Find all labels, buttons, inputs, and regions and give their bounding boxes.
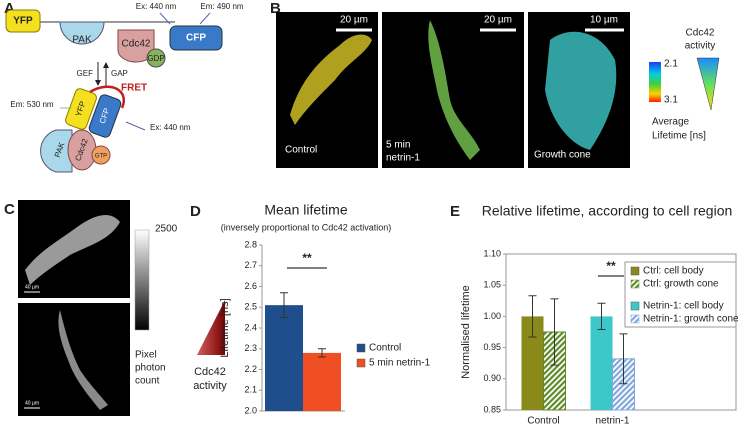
legend-swatch — [630, 279, 640, 289]
y-tick-label: 0.90 — [483, 373, 501, 383]
y-tick-label: 2.7 — [244, 260, 257, 270]
panel-letter: C — [4, 201, 15, 218]
y-tick-label: 0.85 — [483, 404, 501, 414]
chart-title: Relative lifetime, according to cell reg… — [482, 203, 733, 219]
y-tick-label: 0.95 — [483, 342, 501, 352]
y-tick-label: 1.00 — [483, 311, 501, 321]
y-tick-label: 2.2 — [244, 364, 257, 374]
legend-label: 5 min netrin-1 — [369, 358, 431, 369]
panel-letter: D — [190, 203, 201, 220]
label: Em: 530 nm — [10, 100, 53, 109]
legend-label: Netrin-1: growth cone — [643, 314, 738, 325]
scale-bar-label: 20 µm — [484, 15, 512, 26]
image-label: netrin-1 — [386, 153, 420, 164]
y-tick-label: 2.0 — [244, 405, 257, 415]
panel-letter: E — [450, 203, 460, 220]
colorbar-title: Pixel — [135, 350, 157, 361]
y-tick-label: 1.05 — [483, 280, 501, 290]
photon-images: 40 µm 40 µm 2500 Pixel photon count — [18, 200, 178, 416]
error-bar — [280, 292, 288, 319]
bar — [521, 316, 544, 410]
lifetime-images: 20 µm 20 µm 10 µm Control 5 min netrin-1… — [276, 12, 720, 168]
side-label: activity — [193, 380, 227, 392]
label: GAP — [111, 69, 128, 78]
legend-label: Control — [369, 343, 401, 354]
error-bar — [318, 348, 326, 358]
label: YFP — [13, 16, 33, 27]
activity-label: activity — [685, 41, 716, 52]
label: PAK — [72, 35, 92, 46]
bar — [265, 305, 303, 411]
y-tick-label: 2.5 — [244, 302, 257, 312]
label: FRET — [121, 83, 147, 94]
image-label: Control — [285, 145, 317, 156]
legend-swatch — [630, 266, 640, 276]
significance-label: ** — [606, 259, 616, 273]
y-axis-label: Normalised lifetime — [460, 285, 472, 379]
y-tick-label: 2.4 — [244, 322, 257, 332]
y-tick-label: 2.1 — [244, 385, 257, 395]
label: Cdc42 — [122, 39, 151, 50]
legend-label: Netrin-1: cell body — [643, 301, 724, 312]
label: GDP — [147, 54, 164, 63]
error-bar — [597, 302, 606, 331]
legend-box — [624, 261, 737, 328]
legend-label: Ctrl: cell body — [643, 266, 704, 277]
colorbar-label: 2.1 — [664, 59, 678, 70]
scale-bar-label: 40 µm — [25, 400, 39, 406]
colorbar-label: 3.1 — [664, 95, 678, 106]
bar — [303, 352, 341, 411]
error-bar — [528, 295, 537, 338]
colorbar-title: count — [135, 376, 160, 387]
legend-swatch — [356, 358, 366, 368]
significance-label: ** — [302, 251, 312, 265]
label: GTP — [95, 154, 107, 160]
colorbar-label: 2500 — [155, 224, 178, 235]
panel-letter: A — [4, 0, 15, 17]
bar — [590, 316, 613, 410]
x-tick-label: Control — [527, 416, 559, 427]
colorbar-title: Average — [652, 117, 690, 128]
x-tick-label: netrin-1 — [596, 416, 630, 427]
legend-swatch — [630, 301, 640, 311]
legend-swatch — [630, 314, 640, 324]
image-label: 5 min — [386, 140, 410, 151]
label: GEF — [77, 69, 94, 78]
y-axis-label: Lifetime [ns] — [219, 298, 231, 357]
y-tick-label: 2.6 — [244, 281, 257, 291]
error-bar — [550, 298, 559, 366]
y-tick-label: 2.3 — [244, 343, 257, 353]
colorbar-title: Lifetime [ns] — [652, 131, 706, 142]
activity-label: Cdc42 — [686, 28, 715, 39]
activity-triangle — [197, 300, 225, 355]
side-label: Cdc42 — [194, 366, 226, 378]
error-bar — [619, 333, 628, 385]
chart-title: Mean lifetime — [264, 202, 347, 218]
y-tick-label: 1.10 — [483, 248, 501, 258]
legend-swatch — [356, 343, 366, 353]
label: Ex: 440 nm — [136, 2, 177, 11]
colorbar-title: photon — [135, 363, 166, 374]
y-tick-label: 2.8 — [244, 239, 257, 249]
scale-bar-label: 40 µm — [25, 284, 39, 290]
label: Em: 490 nm — [200, 2, 243, 11]
scale-bar-label: 20 µm — [340, 15, 368, 26]
label: Ex: 440 nm — [150, 123, 191, 132]
image-label: Growth cone — [534, 150, 591, 161]
label: CFP — [186, 33, 206, 44]
scale-bar-label: 10 µm — [590, 15, 618, 26]
legend-label: Ctrl: growth cone — [643, 279, 719, 290]
fret-diagram: YFP PAK Cdc42 GDP CFP Ex: 440 nm Em: 490… — [5, 2, 244, 173]
chart-subtitle: (inversely proportional to Cdc42 activat… — [221, 222, 392, 232]
panel-letter: B — [270, 0, 281, 17]
